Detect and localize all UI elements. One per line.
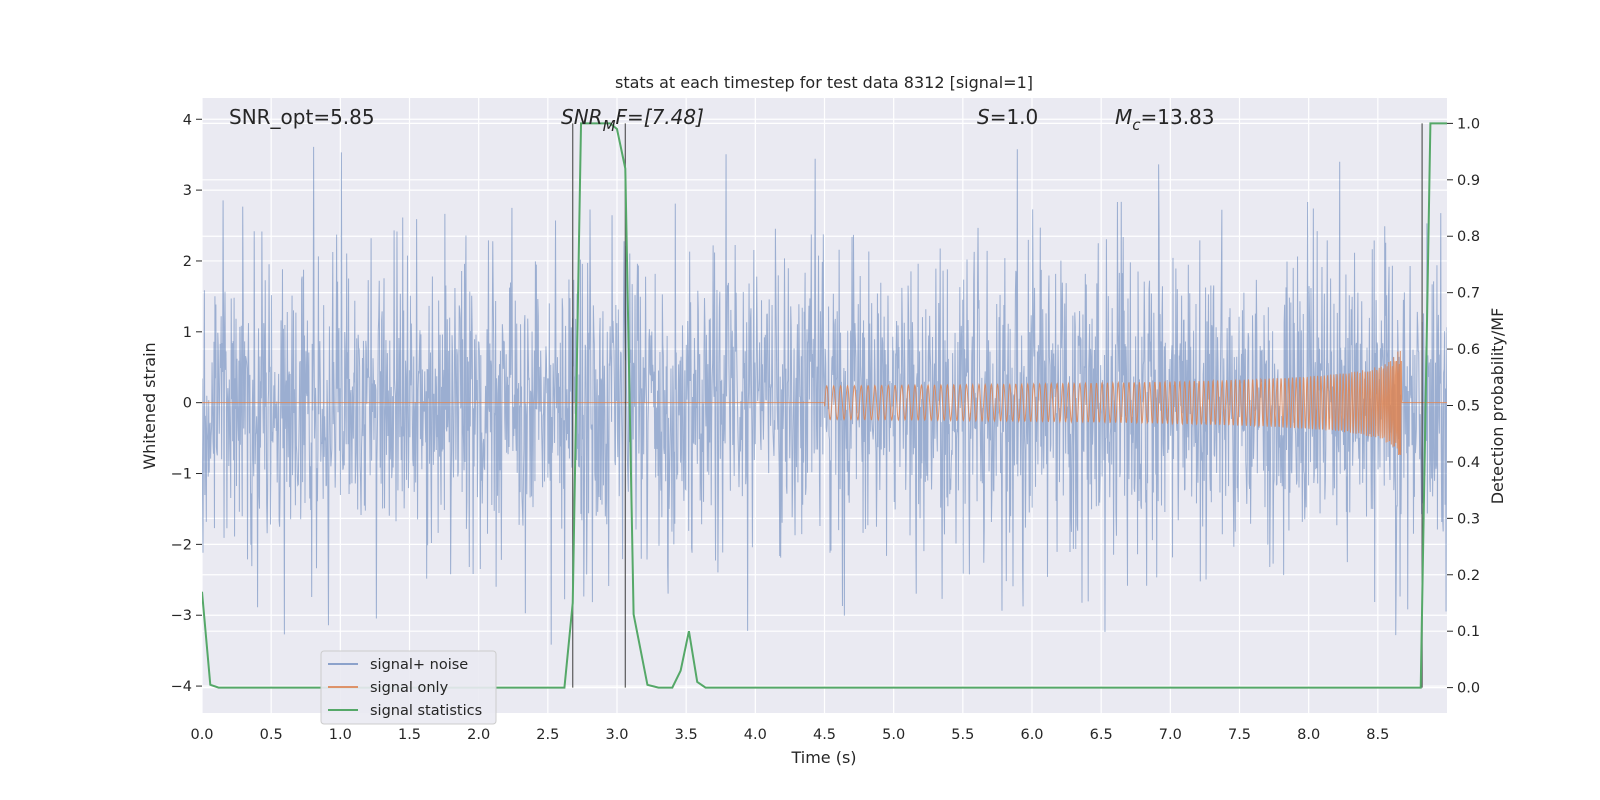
x-tick-label: 1.5 bbox=[398, 727, 421, 743]
y-tick-label-left: 2 bbox=[183, 254, 192, 270]
x-tick-label: 6.0 bbox=[1020, 727, 1043, 743]
annotation-s-label: S bbox=[977, 105, 990, 129]
y-tick-label-right: 0.1 bbox=[1457, 624, 1480, 640]
y-ticks-left: −4 −3 −2 −1 0 1 2 3 4 bbox=[171, 112, 202, 695]
x-tick-label: 3.0 bbox=[605, 727, 628, 743]
chart-title: stats at each timestep for test data 831… bbox=[615, 73, 1033, 92]
x-ticks: 0.0 0.5 1.0 1.5 2.0 2.5 3.0 3.5 4.0 4.5 5.0 5.5 6.0 6… bbox=[190, 727, 1389, 743]
annotation-snr-mf-sub: M bbox=[603, 117, 616, 135]
legend-label-signal-statistics: signal statistics bbox=[370, 703, 482, 719]
y-tick-label-left: −1 bbox=[171, 467, 192, 483]
x-tick-label: 6.5 bbox=[1090, 727, 1113, 743]
y-tick-label-right: 1.0 bbox=[1457, 116, 1480, 132]
x-tick-label: 2.0 bbox=[467, 727, 490, 743]
annotation-s: S=1.0 bbox=[977, 105, 1038, 129]
y-axis-label-left: Whitened strain bbox=[140, 342, 159, 469]
y-tick-label-right: 0.8 bbox=[1457, 229, 1480, 245]
x-tick-label: 4.5 bbox=[813, 727, 836, 743]
x-tick-label: 3.5 bbox=[675, 727, 698, 743]
x-tick-label: 8.0 bbox=[1297, 727, 1320, 743]
y-tick-label-left: 4 bbox=[183, 112, 192, 128]
y-tick-label-right: 0.9 bbox=[1457, 173, 1480, 189]
legend-label-signal-only: signal only bbox=[370, 680, 449, 696]
y-ticks-right: 0.0 0.1 0.2 0.3 0.4 0.5 0.6 0.7 0.8 0.9 1.0 bbox=[1447, 116, 1480, 697]
annotation-mc: Mc=13.83 bbox=[1115, 105, 1215, 134]
annotation-mc-sub: c bbox=[1132, 116, 1141, 134]
y-tick-label-right: 0.0 bbox=[1457, 681, 1480, 697]
legend-label-signal-noise: signal+ noise bbox=[370, 657, 468, 673]
y-tick-label-right: 0.4 bbox=[1457, 455, 1480, 471]
annotation-mc-label: M bbox=[1115, 105, 1132, 129]
x-tick-label: 5.5 bbox=[951, 727, 974, 743]
y-tick-label-right: 0.7 bbox=[1457, 286, 1480, 302]
x-tick-label: 1.0 bbox=[329, 727, 352, 743]
y-tick-label-left: 3 bbox=[183, 183, 192, 199]
y-tick-label-right: 0.2 bbox=[1457, 568, 1480, 584]
y-axis-label-right: Detection probability/MF bbox=[1488, 308, 1507, 505]
x-tick-label: 7.5 bbox=[1228, 727, 1251, 743]
y-tick-label-left: −4 bbox=[171, 679, 192, 695]
x-tick-label: 0.5 bbox=[260, 727, 283, 743]
annotation-snr-mf-rest: F=[7.48] bbox=[616, 105, 704, 129]
x-tick-label: 7.0 bbox=[1159, 727, 1182, 743]
y-tick-label-right: 0.3 bbox=[1457, 511, 1480, 527]
annotation-s-value: =1.0 bbox=[990, 105, 1039, 129]
annotation-snr-mf-base: SNR bbox=[561, 105, 603, 129]
legend-box bbox=[320, 650, 497, 725]
y-tick-label-left: 0 bbox=[183, 396, 192, 412]
annotation-snr-mf: SNRMF=[7.48] bbox=[561, 105, 704, 135]
y-tick-label-right: 0.6 bbox=[1457, 342, 1480, 358]
legend: signal+ noise signal only signal statist… bbox=[320, 650, 497, 725]
y-tick-label-left: −3 bbox=[171, 608, 192, 624]
annotation-mc-value: =13.83 bbox=[1141, 105, 1215, 129]
x-tick-label: 4.0 bbox=[744, 727, 767, 743]
y-tick-label-right: 0.5 bbox=[1457, 399, 1480, 415]
x-tick-label: 5.0 bbox=[882, 727, 905, 743]
y-tick-label-left: 1 bbox=[183, 325, 192, 341]
x-tick-label: 2.5 bbox=[536, 727, 559, 743]
annotation-snr-opt: SNR_opt=5.85 bbox=[229, 105, 375, 129]
y-tick-label-left: −2 bbox=[171, 537, 192, 553]
x-tick-label: 8.5 bbox=[1366, 727, 1389, 743]
x-axis-label: Time (s) bbox=[790, 748, 856, 767]
x-tick-label: 0.0 bbox=[190, 727, 213, 743]
series-signal-only bbox=[202, 350, 1447, 456]
